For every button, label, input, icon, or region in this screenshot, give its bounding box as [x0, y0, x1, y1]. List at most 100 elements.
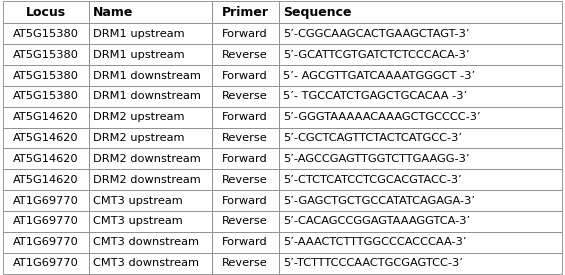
Bar — [3, 232, 89, 253]
Text: 5’-GCATTCGTGATCTCTCCCACA-3’: 5’-GCATTCGTGATCTCTCCCACA-3’ — [283, 50, 470, 60]
Text: Reverse: Reverse — [223, 133, 268, 143]
Text: DRM2 downstream: DRM2 downstream — [93, 154, 201, 164]
Text: CMT3 downstream: CMT3 downstream — [93, 258, 199, 268]
Bar — [3, 190, 89, 211]
Text: 5’-CGGCAAGCACTGAAGCTAGT-3’: 5’-CGGCAAGCACTGAAGCTAGT-3’ — [283, 29, 470, 39]
Text: Forward: Forward — [223, 154, 268, 164]
Text: 5’-GGGTAAAAACAAAGCTGCCCC-3’: 5’-GGGTAAAAACAAAGCTGCCCC-3’ — [283, 112, 481, 122]
Text: Reverse: Reverse — [223, 175, 268, 185]
Bar — [279, 86, 562, 107]
Bar — [89, 253, 212, 274]
Text: CMT3 downstream: CMT3 downstream — [93, 237, 199, 247]
Text: AT5G14620: AT5G14620 — [13, 112, 79, 122]
Bar — [279, 253, 562, 274]
Text: 5’-CACAGCCGGAGTAAAGGTCA-3’: 5’-CACAGCCGGAGTAAAGGTCA-3’ — [283, 216, 471, 227]
Text: AT1G69770: AT1G69770 — [13, 258, 79, 268]
Text: DRM2 upstream: DRM2 upstream — [93, 133, 185, 143]
Bar — [3, 128, 89, 148]
Text: Forward: Forward — [223, 237, 268, 247]
Bar — [212, 253, 279, 274]
Bar — [89, 86, 212, 107]
Bar — [279, 44, 562, 65]
Text: CMT3 upstream: CMT3 upstream — [93, 216, 183, 227]
Bar — [279, 148, 562, 169]
Text: 5’-GAGCTGCTGCCATATCAGAGA-3’: 5’-GAGCTGCTGCCATATCAGAGA-3’ — [283, 196, 475, 206]
Bar — [3, 148, 89, 169]
Bar — [3, 65, 89, 86]
Bar — [89, 190, 212, 211]
Text: Reverse: Reverse — [223, 91, 268, 101]
Text: 5’- TGCCATCTGAGCTGCACAA -3’: 5’- TGCCATCTGAGCTGCACAA -3’ — [283, 91, 467, 101]
Bar — [89, 232, 212, 253]
Text: Locus: Locus — [25, 6, 66, 19]
Bar — [279, 1, 562, 23]
Text: AT5G14620: AT5G14620 — [13, 175, 79, 185]
Bar — [212, 211, 279, 232]
Text: DRM1 upstream: DRM1 upstream — [93, 50, 185, 60]
Text: Reverse: Reverse — [223, 258, 268, 268]
Text: 5’-CGCTCAGTTCTACTCATGCC-3’: 5’-CGCTCAGTTCTACTCATGCC-3’ — [283, 133, 462, 143]
Bar — [279, 128, 562, 148]
Text: AT5G15380: AT5G15380 — [12, 29, 79, 39]
Bar — [3, 169, 89, 190]
Bar — [3, 23, 89, 44]
Bar — [212, 65, 279, 86]
Text: DRM2 downstream: DRM2 downstream — [93, 175, 201, 185]
Text: AT5G15380: AT5G15380 — [12, 91, 79, 101]
Bar — [212, 107, 279, 128]
Bar — [3, 44, 89, 65]
Text: Sequence: Sequence — [283, 6, 352, 19]
Bar — [3, 107, 89, 128]
Text: AT5G15380: AT5G15380 — [12, 50, 79, 60]
Text: AT1G69770: AT1G69770 — [13, 196, 79, 206]
Bar — [89, 1, 212, 23]
Text: Forward: Forward — [223, 29, 268, 39]
Bar — [89, 23, 212, 44]
Bar — [3, 86, 89, 107]
Bar — [212, 1, 279, 23]
Bar — [89, 107, 212, 128]
Bar — [279, 232, 562, 253]
Text: Primer: Primer — [221, 6, 269, 19]
Text: AT5G15380: AT5G15380 — [12, 70, 79, 81]
Bar — [212, 232, 279, 253]
Text: AT1G69770: AT1G69770 — [13, 216, 79, 227]
Text: 5’- AGCGTTGATCAAAATGGGCT -3’: 5’- AGCGTTGATCAAAATGGGCT -3’ — [283, 70, 475, 81]
Text: Forward: Forward — [223, 112, 268, 122]
Bar — [89, 44, 212, 65]
Text: DRM1 downstream: DRM1 downstream — [93, 70, 201, 81]
Text: Forward: Forward — [223, 70, 268, 81]
Bar — [212, 128, 279, 148]
Bar — [212, 148, 279, 169]
Bar — [279, 107, 562, 128]
Bar — [212, 44, 279, 65]
Text: 5’-AGCCGAGTTGGTCTTGAAGG-3’: 5’-AGCCGAGTTGGTCTTGAAGG-3’ — [283, 154, 470, 164]
Text: Reverse: Reverse — [223, 50, 268, 60]
Bar — [89, 65, 212, 86]
Bar — [89, 148, 212, 169]
Bar — [89, 211, 212, 232]
Bar — [279, 65, 562, 86]
Bar — [3, 1, 89, 23]
Bar — [89, 169, 212, 190]
Bar — [212, 169, 279, 190]
Bar — [212, 23, 279, 44]
Text: 5’-TCTTTCCCAACTGCGAGTCC-3’: 5’-TCTTTCCCAACTGCGAGTCC-3’ — [283, 258, 463, 268]
Text: DRM1 downstream: DRM1 downstream — [93, 91, 201, 101]
Bar — [3, 211, 89, 232]
Text: 5’-AAACTCTTTGGCCCACCCAA-3’: 5’-AAACTCTTTGGCCCACCCAA-3’ — [283, 237, 467, 247]
Text: AT5G14620: AT5G14620 — [13, 154, 79, 164]
Bar — [279, 169, 562, 190]
Text: 5’-CTCTCATCCTCGCACGTACC-3’: 5’-CTCTCATCCTCGCACGTACC-3’ — [283, 175, 462, 185]
Bar — [212, 86, 279, 107]
Text: DRM1 upstream: DRM1 upstream — [93, 29, 185, 39]
Text: CMT3 upstream: CMT3 upstream — [93, 196, 183, 206]
Text: Reverse: Reverse — [223, 216, 268, 227]
Bar — [212, 190, 279, 211]
Bar — [279, 211, 562, 232]
Bar — [3, 253, 89, 274]
Bar — [279, 23, 562, 44]
Text: AT1G69770: AT1G69770 — [13, 237, 79, 247]
Bar — [89, 128, 212, 148]
Text: Name: Name — [93, 6, 133, 19]
